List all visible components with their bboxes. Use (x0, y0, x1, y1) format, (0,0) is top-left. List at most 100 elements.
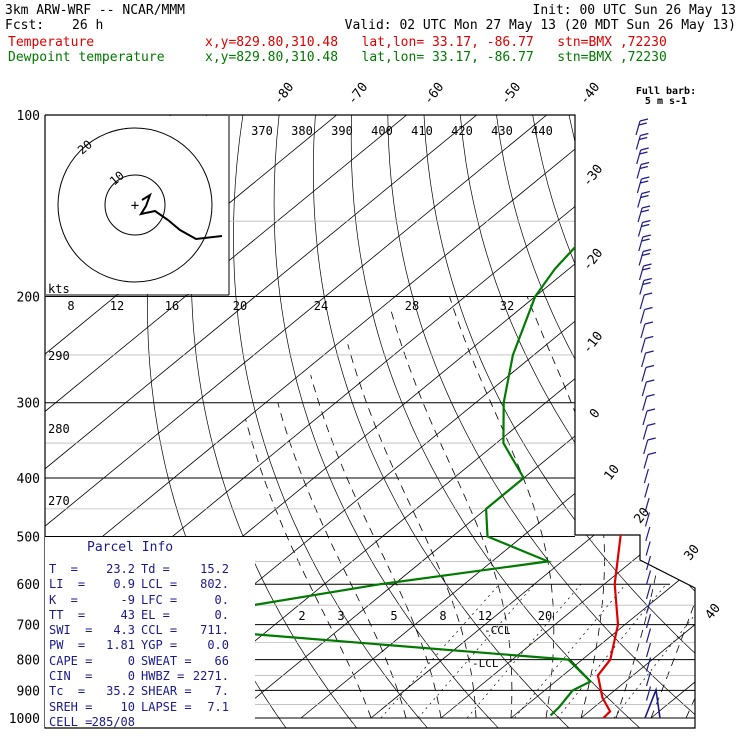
wind-barb (635, 118, 649, 136)
pressure-tick-label: 900 (17, 684, 40, 699)
isotherm-label: 30 (682, 542, 703, 564)
parcel-value: 23.2 (106, 562, 135, 576)
moist-adiabat-line (347, 344, 477, 719)
dry-adiabat-line (190, 115, 360, 728)
pressure-tick-label: 300 (17, 397, 40, 412)
wind-barb (645, 642, 652, 658)
isentrope-label: 410 (411, 124, 433, 138)
parcel-value: 0 (127, 669, 135, 684)
isotherm-label: -40 (577, 80, 603, 108)
wind-barb (644, 497, 650, 513)
parcel-value: 10 (120, 699, 135, 714)
dry-adiabat-line (677, 115, 695, 728)
parcel-info-panel: Parcel Info T = 23.2 Td = 15.2 LI = 0.9 LCL = 8… (45, 537, 255, 729)
wind-barb (637, 205, 651, 223)
mixing-ratio-label: 20 (538, 609, 552, 623)
wind-barb (643, 451, 657, 469)
isentrope-label: 380 (291, 124, 313, 138)
mixing-ratio-line (466, 583, 582, 719)
parcel-label: T = (49, 562, 78, 576)
model-title: 3km ARW-WRF -- NCAR/MMM (5, 3, 186, 18)
plot-frame (44, 114, 696, 729)
theta-label: 290 (48, 349, 70, 363)
dry-adiabat-line (568, 115, 695, 728)
wind-barb (644, 512, 651, 527)
parcel-label: HWBZ = (141, 669, 185, 684)
theta-label: 270 (48, 494, 70, 508)
parcel-label: LCL = (141, 577, 178, 592)
parcel-value: 43 (120, 607, 135, 622)
parcel-value: 711. (200, 623, 229, 638)
pressure-tick-label: 200 (17, 291, 40, 306)
wind-barb (637, 190, 650, 208)
temperature-scale-label: 28 (405, 299, 419, 313)
isotherm-line (440, 115, 695, 719)
wind-barb (643, 468, 649, 484)
mixing-ratio-label: 12 (478, 609, 492, 623)
barb-legend-title: Full barb: (636, 86, 696, 97)
parcel-info-row: Tc = 35.2 SHEAR = 7. (49, 684, 254, 699)
mixing-ratio-label: 2 (298, 609, 305, 623)
parcel-label: LI = (49, 577, 86, 592)
isotherm-line (160, 115, 695, 719)
parcel-label: YGP = (141, 638, 178, 653)
dry-adiabat-line (233, 115, 431, 728)
parcel-value: 0.0 (207, 638, 229, 653)
wind-barb (645, 613, 652, 629)
wind-barb (639, 292, 653, 310)
temperature-legend: Temperature (8, 35, 95, 50)
wind-barb (645, 671, 652, 687)
parcel-value: 0. (214, 607, 229, 622)
mixing-ratio-label: 5 (390, 609, 397, 623)
init-time: Init: 00 UTC Sun 26 May 13 (532, 3, 737, 18)
parcel-value: 0 (127, 653, 135, 668)
parcel-label: CAPE = (49, 653, 93, 668)
pressure-tick-label: 100 (17, 109, 40, 124)
wind-barb (642, 408, 656, 426)
wind-barb (642, 393, 655, 411)
wind-barb (645, 657, 652, 672)
dry-adiabat-line (459, 115, 695, 728)
isotherm-line (721, 115, 740, 718)
barb-legend-value: 5 m s-1 (645, 96, 687, 107)
theta-label: 280 (48, 422, 70, 436)
parcel-label: K = (49, 592, 78, 607)
temperature-scale-label: 16 (165, 299, 179, 313)
wind-barb (642, 422, 656, 440)
hodograph-center-mark: + (131, 198, 139, 214)
isotherm-label: 0 (587, 406, 604, 421)
dewpoint-legend: Dewpoint temperature (8, 50, 165, 65)
isotherm-line (45, 115, 547, 719)
forecast-hour: 26 h (72, 18, 104, 33)
parcel-value: 0. (214, 592, 229, 607)
ccl-marker: -CCL (484, 624, 511, 637)
isotherm-label: 20 (632, 505, 653, 527)
moist-adiabat-line (390, 309, 513, 719)
pressure-tick-label: 1000 (9, 712, 40, 727)
wind-barb (636, 147, 649, 165)
parcel-label: SREH = (49, 699, 93, 714)
dry-adiabat-line (350, 115, 644, 728)
pressure-tick-label: 800 (17, 654, 40, 669)
isotherm-label: -50 (498, 80, 524, 108)
parcel-info-row: K = -9 LFC = 0. (49, 593, 254, 608)
mixing-ratio-label: 8 (439, 609, 446, 623)
wind-barb (638, 234, 651, 252)
mixing-ratio-label: 3 (337, 609, 344, 623)
isotherm-line (45, 115, 617, 719)
wind-barb (643, 437, 656, 455)
parcel-info-row: LI = 0.9 LCL = 802. (49, 577, 254, 592)
parcel-value: 802. (200, 577, 229, 592)
hodograph-units: kts (48, 282, 70, 296)
parcel-value: -9 (120, 592, 135, 607)
isotherm-label: -80 (271, 80, 297, 108)
isentrope-label: 390 (331, 124, 353, 138)
parcel-value: 285/08 (91, 714, 135, 729)
hodograph-background (46, 116, 229, 294)
parcel-info-row: CAPE = 0 SWEAT = 66 (49, 654, 254, 669)
dry-adiabat-line (423, 115, 695, 728)
isotherm-label: -70 (345, 80, 371, 108)
parcel-value: 0.9 (113, 577, 135, 592)
